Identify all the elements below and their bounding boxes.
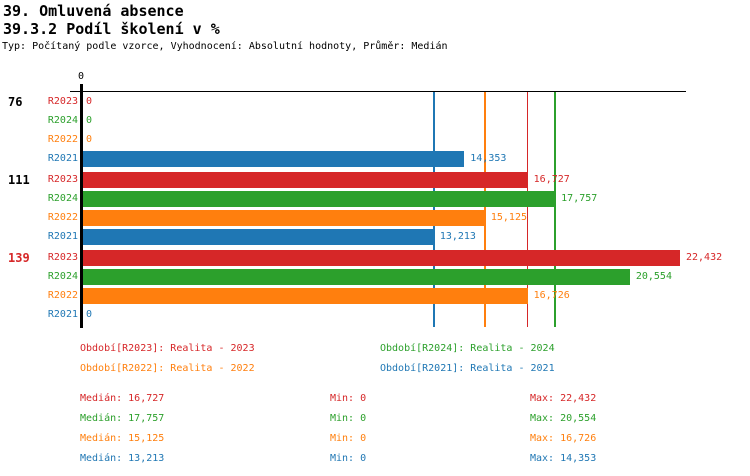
row-series-label-111-R2023: R2023 — [47, 173, 78, 185]
row-series-label-111-R2024: R2024 — [47, 192, 78, 204]
chart-title: 39.3.2 Podíl školení v % — [3, 20, 220, 38]
min-stat-R2022: Min: 0 — [330, 432, 367, 444]
x-axis-zero-tick-label: 0 — [77, 71, 85, 82]
median-line-R2024 — [554, 92, 556, 327]
bar-139-R2024 — [82, 268, 630, 285]
bar-value-label-111-R2022: 15,125 — [490, 211, 527, 223]
min-stat-R2021: Min: 0 — [330, 452, 367, 464]
bar-value-label-139-R2023: 22,432 — [686, 251, 723, 263]
legend-item-R2022: Období[R2022]: Realita - 2022 — [80, 363, 255, 374]
bar-value-label-111-R2021: 13,213 — [439, 230, 476, 242]
legend-item-R2021: Období[R2021]: Realita - 2021 — [380, 363, 555, 374]
bar-value-label-111-R2023: 16,727 — [533, 173, 570, 185]
row-series-label-76-R2023: R2023 — [47, 95, 78, 107]
bar-value-label-139-R2022: 16,726 — [533, 289, 570, 301]
bar-value-label-76-R2021: 14,353 — [470, 152, 507, 164]
bar-111-R2022 — [82, 209, 485, 226]
bar-111-R2023 — [82, 171, 528, 188]
row-series-label-139-R2021: R2021 — [47, 308, 78, 320]
median-line-R2023 — [526, 92, 529, 327]
page-title: 39. Omluvená absence — [3, 2, 184, 20]
chart-subtitle: Typ: Počítaný podle vzorce, Vyhodnocení:… — [2, 41, 448, 52]
median-stat-R2022: Medián: 15,125 — [80, 432, 165, 444]
bar-139-R2022 — [82, 287, 528, 304]
y-axis-line — [79, 84, 83, 328]
group-label-111[interactable]: 111 — [8, 172, 30, 187]
median-stat-R2021: Medián: 13,213 — [80, 452, 165, 464]
max-stat-R2021: Max: 14,353 — [530, 452, 597, 464]
median-stat-R2024: Medián: 17,757 — [80, 413, 165, 424]
row-series-label-111-R2021: R2021 — [47, 230, 78, 242]
max-stat-R2023: Max: 22,432 — [530, 393, 597, 404]
group-label-76[interactable]: 76 — [8, 94, 23, 109]
bar-value-label-76-R2024: 0 — [86, 114, 93, 126]
max-stat-R2022: Max: 16,726 — [530, 432, 597, 444]
bar-111-R2024 — [82, 190, 556, 207]
row-series-label-111-R2022: R2022 — [47, 211, 78, 223]
max-stat-R2024: Max: 20,554 — [530, 413, 597, 424]
bar-111-R2021 — [82, 228, 434, 245]
min-stat-R2023: Min: 0 — [330, 393, 367, 404]
row-series-label-139-R2023: R2023 — [47, 251, 78, 263]
bar-value-label-139-R2024: 20,554 — [635, 270, 672, 282]
min-stat-R2024: Min: 0 — [330, 413, 367, 424]
row-series-label-76-R2024: R2024 — [47, 114, 78, 126]
bar-76-R2021 — [82, 150, 465, 167]
row-series-label-139-R2022: R2022 — [47, 289, 78, 301]
row-series-label-139-R2024: R2024 — [47, 270, 78, 282]
median-stat-R2023: Medián: 16,727 — [80, 393, 165, 404]
legend-item-R2024: Období[R2024]: Realita - 2024 — [380, 343, 555, 354]
group-label-139[interactable]: 139 — [8, 250, 30, 265]
bar-value-label-139-R2021: 0 — [86, 308, 93, 320]
x-axis-line — [70, 91, 686, 92]
bar-value-label-76-R2022: 0 — [86, 133, 93, 145]
row-series-label-76-R2021: R2021 — [47, 152, 78, 164]
bar-139-R2023 — [82, 249, 680, 266]
legend-item-R2023: Období[R2023]: Realita - 2023 — [80, 343, 255, 354]
row-series-label-76-R2022: R2022 — [47, 133, 78, 145]
median-line-R2022 — [484, 92, 486, 327]
bar-value-label-76-R2023: 0 — [86, 95, 93, 107]
bar-value-label-111-R2024: 17,757 — [561, 192, 598, 204]
